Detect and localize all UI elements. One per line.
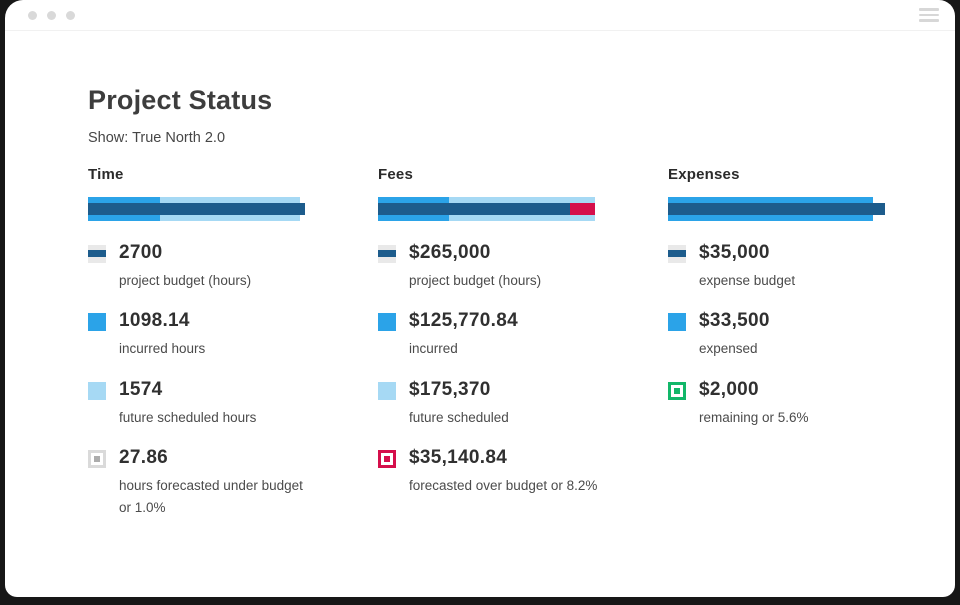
legend-value: $265,000: [409, 242, 491, 263]
legend-label: project budget (hours): [119, 272, 252, 288]
legend-value: $33,500: [699, 310, 770, 332]
column-title: Time: [88, 166, 124, 183]
remaining-icon: [668, 381, 686, 400]
column-title: Fees: [378, 166, 413, 183]
window-controls: [28, 10, 75, 20]
status-column: Expenses $35,000 expense budget $33,500 …: [668, 166, 955, 537]
app-window: Project Status Show: True North 2.0 Time…: [5, 0, 955, 597]
legend-item: $125,770.84 incurred: [378, 310, 668, 359]
legend-label: incurred hours: [119, 341, 206, 357]
legend-texts: 27.86 hours forecasted under budget or 1…: [119, 447, 315, 518]
page-content: Project Status Show: True North 2.0 Time…: [5, 31, 955, 537]
incurred-icon: [88, 313, 106, 332]
legend-item: $33,500 expensed: [668, 310, 955, 359]
legend-item: $175,370 future scheduled: [378, 379, 668, 428]
legend-label: hours forecasted under budget or 1.0%: [119, 478, 303, 515]
legend-texts: 1574 future scheduled hours: [119, 379, 256, 428]
incurred-icon: [668, 313, 686, 332]
legend-label: remaining or 5.6%: [699, 409, 809, 425]
legend-label: expensed: [699, 341, 758, 357]
hamburger-menu-icon[interactable]: [917, 4, 941, 26]
status-column: Time 2700 project budget (hours) 1098.14…: [88, 166, 378, 537]
legend-item: $265,000 project budget (hours): [378, 242, 668, 291]
legend-value: $2,000: [699, 378, 759, 400]
legend-value: $35,140.84: [409, 447, 508, 469]
budget-progress-bar: [88, 197, 305, 221]
legend-texts: 2700 project budget (hours): [119, 242, 251, 291]
legend-value: $175,370: [409, 378, 491, 400]
future-icon: [88, 381, 106, 400]
column-title: Expenses: [668, 166, 740, 183]
legend-value: 27.86: [119, 447, 169, 469]
legend-label: future scheduled: [409, 409, 509, 425]
title-bar: [5, 0, 955, 31]
legend-value: 1098.14: [119, 310, 190, 332]
bar-segment: [378, 203, 571, 215]
budget-progress-bar: [668, 197, 885, 221]
legend-texts: $35,000 expense budget: [699, 242, 795, 291]
bar-budget-stripe: [88, 203, 305, 215]
incurred-icon: [378, 313, 396, 332]
legend-item: 27.86 hours forecasted under budget or 1…: [88, 447, 378, 518]
over-icon: [378, 450, 396, 469]
legend: $265,000 project budget (hours) $125,770…: [378, 242, 668, 497]
legend-item: 1098.14 incurred hours: [88, 310, 378, 359]
legend-item: $35,140.84 forecasted over budget or 8.2…: [378, 447, 668, 496]
page-title: Project Status: [88, 85, 273, 115]
legend-texts: $33,500 expensed: [699, 310, 770, 359]
status-column: Fees $265,000 project budget (hours) $12…: [378, 166, 668, 537]
status-columns: Time 2700 project budget (hours) 1098.14…: [88, 166, 955, 537]
legend-texts: $125,770.84 incurred: [409, 310, 518, 359]
window-control-dot-icon: [47, 10, 56, 20]
budget-icon: [88, 245, 106, 263]
legend-item: 2700 project budget (hours): [88, 242, 378, 291]
legend-texts: $2,000 remaining or 5.6%: [699, 379, 809, 428]
budget-icon: [668, 245, 686, 263]
budget-icon: [378, 245, 396, 263]
legend-texts: $175,370 future scheduled: [409, 379, 509, 428]
legend-label: future scheduled hours: [119, 409, 257, 425]
window-control-dot-icon: [28, 10, 37, 20]
bar-budget-stripe: [668, 203, 885, 215]
show-filter-label: Show: True North 2.0: [88, 130, 226, 146]
legend: 2700 project budget (hours) 1098.14 incu…: [88, 242, 378, 518]
legend: $35,000 expense budget $33,500 expensed …: [668, 242, 955, 428]
future-icon: [378, 381, 396, 400]
legend-value: $35,000: [699, 242, 770, 263]
bar-segment: [88, 203, 305, 215]
bar-segment: [570, 203, 595, 215]
budget-progress-bar: [378, 197, 595, 221]
legend-texts: 1098.14 incurred hours: [119, 310, 205, 359]
legend-label: forecasted over budget or 8.2%: [409, 478, 598, 494]
legend-texts: $35,140.84 forecasted over budget or 8.2…: [409, 447, 597, 496]
legend-label: expense budget: [699, 272, 796, 288]
legend-value: 1574: [119, 378, 163, 400]
bar-segment: [668, 203, 885, 215]
window-control-dot-icon: [66, 10, 75, 20]
legend-value: $125,770.84: [409, 310, 518, 332]
legend-value: 2700: [119, 242, 163, 263]
under-icon: [88, 450, 106, 469]
bar-budget-stripe: [378, 203, 595, 215]
legend-item: $35,000 expense budget: [668, 242, 955, 291]
legend-item: $2,000 remaining or 5.6%: [668, 379, 955, 428]
legend-label: project budget (hours): [409, 272, 542, 288]
legend-texts: $265,000 project budget (hours): [409, 242, 541, 291]
legend-label: incurred: [409, 341, 458, 357]
legend-item: 1574 future scheduled hours: [88, 379, 378, 428]
